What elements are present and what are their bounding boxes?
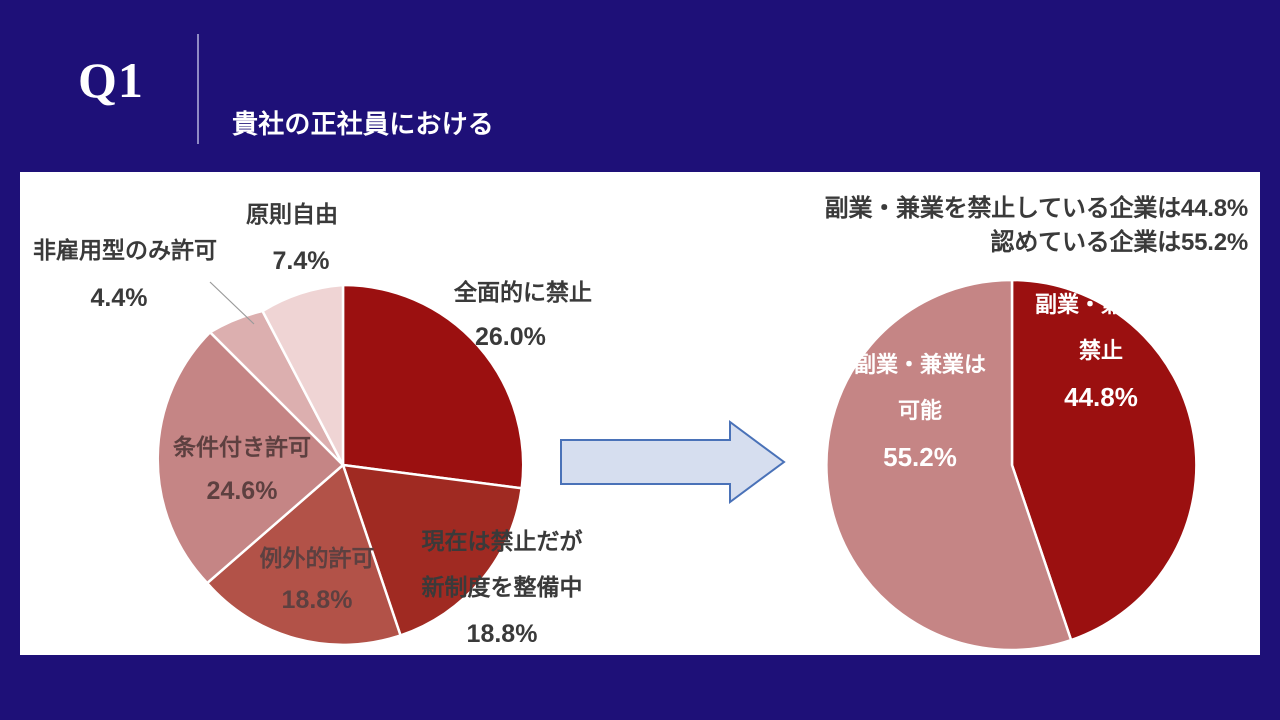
summary-headline-line-2: 認めている企業は55.2%: [990, 229, 1249, 257]
pie-slice-genzai-kinshi-shinseido[interactable]: [341, 463, 524, 637]
pie-value-gensoku-jiyu: 7.4%: [273, 247, 330, 275]
pie-label-hikoyogata-nomi-kyoka: 非雇用型のみ許可: [33, 237, 217, 263]
pie-slice-gensoku-jiyu[interactable]: [260, 283, 345, 466]
pie-value-reigaiteki-kyoka: 18.8%: [282, 586, 353, 614]
pie-slice-fukugyo-kinshi[interactable]: [1010, 278, 1198, 642]
pie-value-fukugyo-kano: 55.2%: [883, 442, 957, 472]
pie-value-genzai-kinshi: 18.8%: [467, 620, 538, 648]
summary-headline: 副業・兼業を禁止している企業は44.8% 認めている企業は55.2%: [700, 192, 1249, 260]
transition-arrow: [560, 420, 786, 504]
slide-header: Q1 貴社の正社員における 副業・兼業制度の現状について、 該当するものを1つお…: [0, 0, 1280, 360]
pie-value-zenmenteki-kinshi: 26.0%: [475, 323, 546, 351]
pie-value-jokentsuki-kyoka: 24.6%: [207, 477, 278, 505]
pie-label-fukugyo-kano-line2: 可能: [898, 398, 942, 423]
pie-slice-jokentsuki-kyoka[interactable]: [156, 330, 345, 585]
pie-slice-fukugyo-kano[interactable]: [825, 278, 1073, 652]
pie-label-fukugyo-kano-line1: 副業・兼業は: [854, 352, 986, 377]
pie-label-genzai-kinshi-line2: 新制度を整備中: [422, 574, 583, 600]
pie-slice-reigaiteki-kyoka[interactable]: [205, 462, 403, 647]
header-divider: [197, 34, 199, 144]
pie-label-reigaiteki-kyoka: 例外的許可: [260, 545, 375, 571]
leader-line-hikoyogata: [209, 281, 255, 325]
pie-slice-zenmenteki-kinshi[interactable]: [341, 283, 525, 490]
right-arrow-icon: [560, 420, 786, 504]
page-title-line-1: 貴社の正社員における: [232, 108, 495, 139]
pie-value-fukugyo-kinshi: 44.8%: [1064, 382, 1138, 412]
pie-label-fukugyo-kinshi-line2: 禁止: [1079, 338, 1123, 363]
question-number: Q1: [78, 52, 144, 108]
pie-label-jokentsuki-kyoka: 条件付き許可: [173, 434, 311, 460]
pie-value-hikoyogata-nomi-kyoka: 4.4%: [91, 284, 148, 312]
slide-footer: 株式会社みらいワークス 副業・兼業に関する人事制度実態調査（n=500） MIR…: [0, 655, 1280, 720]
pie-label-zenmenteki-kinshi: 全面的に禁止: [453, 279, 592, 305]
pie-label-gensoku-jiyu: 原則自由: [246, 201, 338, 227]
summary-headline-line-1: 副業・兼業を禁止している企業は44.8%: [824, 195, 1249, 222]
pie-label-genzai-kinshi-line1: 現在は禁止だが: [422, 528, 583, 554]
pie-label-fukugyo-kinshi-line1: 副業・兼業は: [1035, 292, 1167, 317]
left-pie-chart: 全面的に禁止 26.0% 現在は禁止だが 新制度を整備中 18.8% 例外的許可…: [33, 201, 592, 648]
right-pie-chart: 副業・兼業は 禁止 44.8% 副業・兼業は 可能 55.2%: [825, 278, 1198, 652]
